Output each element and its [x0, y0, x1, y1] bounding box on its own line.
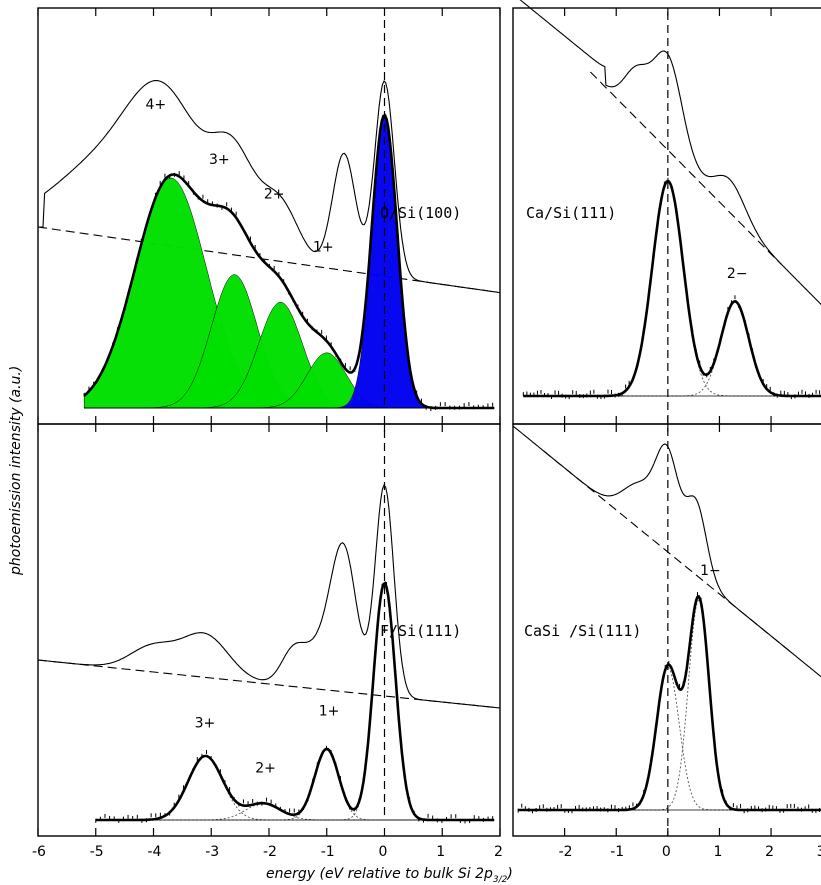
- right-tick-label-0: -2: [559, 844, 573, 860]
- panel-label-bottom-right: CaSi /Si(111): [524, 622, 641, 640]
- panel-top-right: 2−: [519, 0, 821, 424]
- x-axis-label-main: energy (eV relative to bulk Si 2p: [266, 866, 493, 882]
- peak-label-1: 3+: [209, 152, 230, 168]
- right-tick-label-3: 1: [713, 844, 722, 860]
- data-markers: [83, 115, 494, 412]
- left-tick-label-5: -1: [321, 844, 335, 860]
- panel-bottom-right: 1−: [512, 425, 821, 836]
- right-tick-label-4: 2: [765, 844, 774, 860]
- component-0: [95, 755, 495, 821]
- left-tick-label-0: -6: [32, 844, 46, 860]
- peak-label-2: 1+: [319, 704, 340, 720]
- component-2: [95, 748, 495, 821]
- background-line: [37, 226, 495, 293]
- x-axis-label-close: ): [506, 866, 512, 882]
- background-line: [37, 659, 495, 708]
- left-tick-label-8: 2: [494, 844, 503, 860]
- left-tick-label-1: -5: [90, 844, 104, 860]
- component-1: [95, 802, 495, 821]
- x-axis-label: energy (eV relative to bulk Si 2p3/2): [266, 866, 513, 885]
- data-markers: [517, 592, 820, 814]
- right-tick-label-5: 3: [817, 844, 821, 860]
- raw-spectrum: [38, 80, 501, 294]
- left-tick-label-3: -3: [205, 844, 219, 860]
- panel-frame-bottom-right: [512, 423, 821, 837]
- panel-bottom-left: 3+ 2+ 1+: [37, 430, 501, 824]
- left-tick-label-2: -4: [148, 844, 162, 860]
- peak-label-0: 4+: [146, 97, 167, 113]
- panel-top-left: 4+ 3+ 2+ 1+: [37, 20, 501, 412]
- peak-label-2: 2+: [264, 187, 285, 203]
- right-tick-label-2: 0: [662, 844, 671, 860]
- panel-label-top-right: Ca/Si(111): [526, 204, 616, 222]
- fit-envelope: [95, 581, 495, 822]
- panel-label-top-left: O/Si(100): [380, 204, 461, 222]
- raw-spectrum: [37, 483, 501, 709]
- left-tick-label-7: 1: [436, 844, 445, 860]
- peak-label-0: 3+: [195, 716, 216, 732]
- axis-ticks: -6 -5 -4 -3 -2 -1 0 1 2 -2 -1 0 1 2 3: [32, 8, 821, 860]
- left-tick-label-4: -2: [263, 844, 277, 860]
- raw-spectrum: [512, 425, 821, 678]
- peak-label-0: 1−: [700, 563, 721, 579]
- x-axis-label-subscript: 3/2: [493, 875, 508, 885]
- peak-label-0: 2−: [727, 266, 748, 282]
- left-tick-label-6: 0: [379, 844, 388, 860]
- raw-spectrum: [519, 0, 821, 306]
- panel-label-bottom-left: F/Si(111): [380, 622, 461, 640]
- y-axis-label: photoemission intensity (a.u.): [8, 366, 24, 576]
- peak-label-1: 2+: [255, 761, 276, 777]
- data-markers: [95, 582, 494, 824]
- right-tick-label-1: -1: [610, 844, 624, 860]
- component-1: [523, 300, 821, 397]
- peak-label-3: 1+: [313, 240, 334, 256]
- component-0: [518, 666, 821, 811]
- background-line: [590, 71, 782, 265]
